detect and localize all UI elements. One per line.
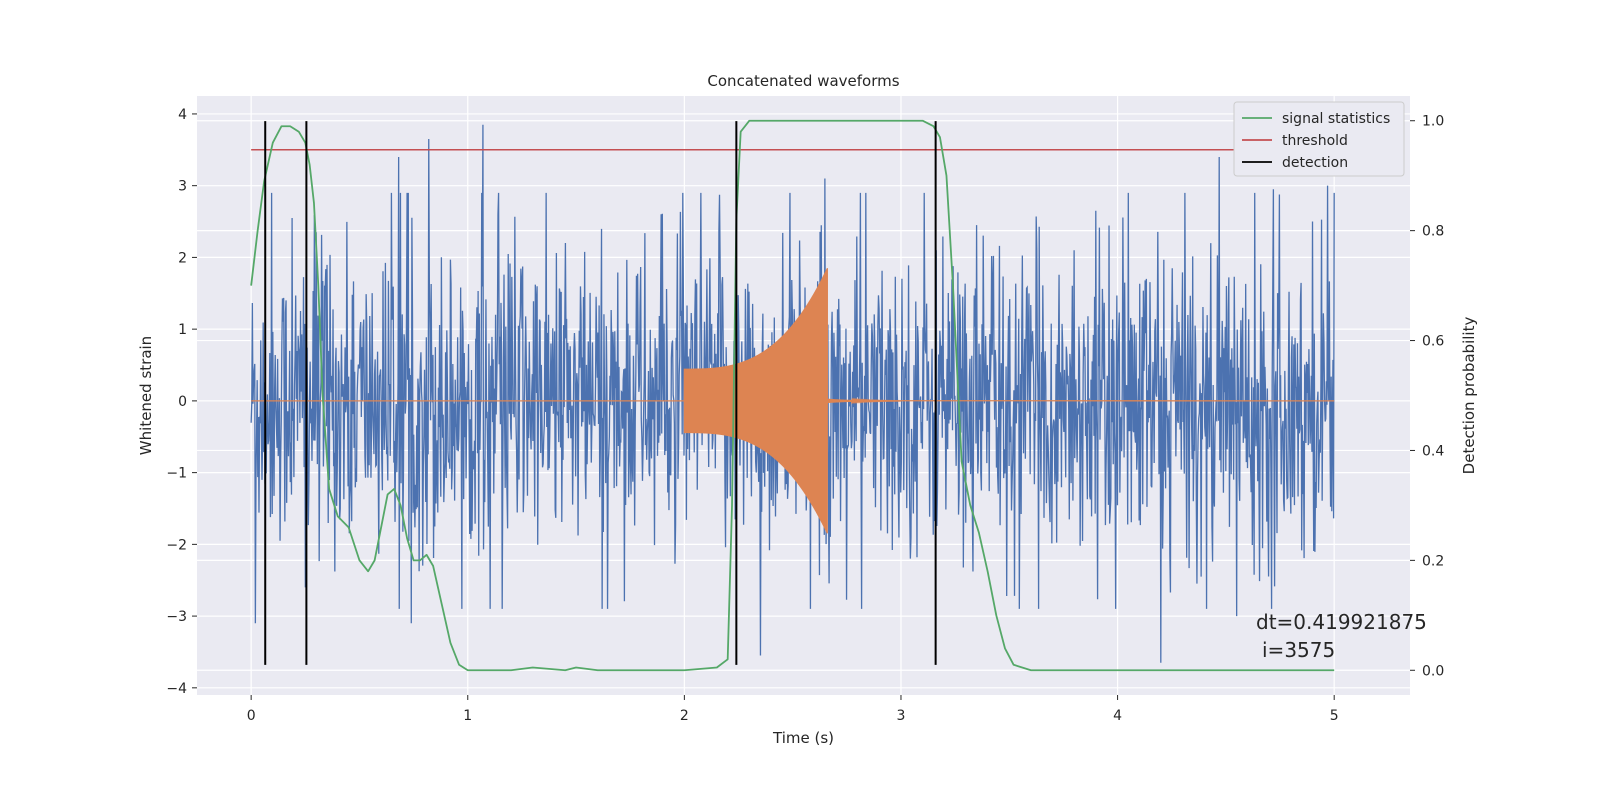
y2-tick-label: 0.2 bbox=[1422, 553, 1444, 569]
y2-tick-label: 0.6 bbox=[1422, 334, 1444, 350]
x-tick-label: 4 bbox=[1113, 708, 1122, 724]
x-tick-label: 2 bbox=[680, 708, 689, 724]
y-tick-label: 2 bbox=[178, 250, 187, 266]
y-tick-label: 3 bbox=[178, 179, 187, 195]
legend-label-signal-statistics: signal statistics bbox=[1282, 111, 1390, 127]
y-tick-label: 0 bbox=[178, 394, 187, 410]
y-tick-label: −2 bbox=[166, 537, 187, 553]
x-tick-label: 5 bbox=[1330, 708, 1339, 724]
injection-series bbox=[251, 268, 1335, 534]
annotation-line-1: dt=0.419921875 bbox=[1256, 610, 1427, 634]
legend-label-threshold: threshold bbox=[1282, 133, 1348, 149]
signal-statistics-series bbox=[250, 119, 1335, 672]
y-tick-label: −1 bbox=[166, 466, 187, 482]
y2-tick-label: 0.8 bbox=[1422, 224, 1444, 240]
x-tick-label: 0 bbox=[247, 708, 256, 724]
chart-title: Concatenated waveforms bbox=[707, 72, 899, 90]
x-axis-label: Time (s) bbox=[772, 729, 834, 747]
y2-tick-label: 0.0 bbox=[1422, 663, 1444, 679]
y-tick-label: −4 bbox=[166, 681, 187, 697]
x-tick-label: 1 bbox=[463, 708, 472, 724]
annotation-line-2: i=3575 bbox=[1262, 638, 1335, 662]
y2-tick-label: 0.4 bbox=[1422, 443, 1444, 459]
axes: 0 1 2 3 4 5 −4 −3 −2 −1 0 1 2 3 4 0.0 0.2 0.4 0.6 0.8 1.0 bbox=[166, 107, 1444, 724]
y-tick-label: 4 bbox=[178, 107, 187, 123]
detection-series bbox=[264, 121, 937, 665]
legend-box bbox=[1233, 101, 1405, 177]
y2-axis-label: Detection probability bbox=[1460, 317, 1478, 475]
y-tick-label: −3 bbox=[166, 609, 187, 625]
annotation: dt=0.419921875 i=3575 bbox=[1256, 610, 1427, 662]
injection-line bbox=[251, 268, 1335, 534]
x-tick-label: 3 bbox=[897, 708, 906, 724]
legend: signal statistics threshold detection bbox=[1233, 101, 1405, 177]
y-tick-label: 1 bbox=[178, 322, 187, 338]
y2-tick-label: 1.0 bbox=[1422, 114, 1444, 130]
y-axis-label: Whitened strain bbox=[137, 336, 155, 455]
legend-label-detection: detection bbox=[1282, 155, 1348, 171]
signal-statistics-line bbox=[250, 119, 1335, 672]
